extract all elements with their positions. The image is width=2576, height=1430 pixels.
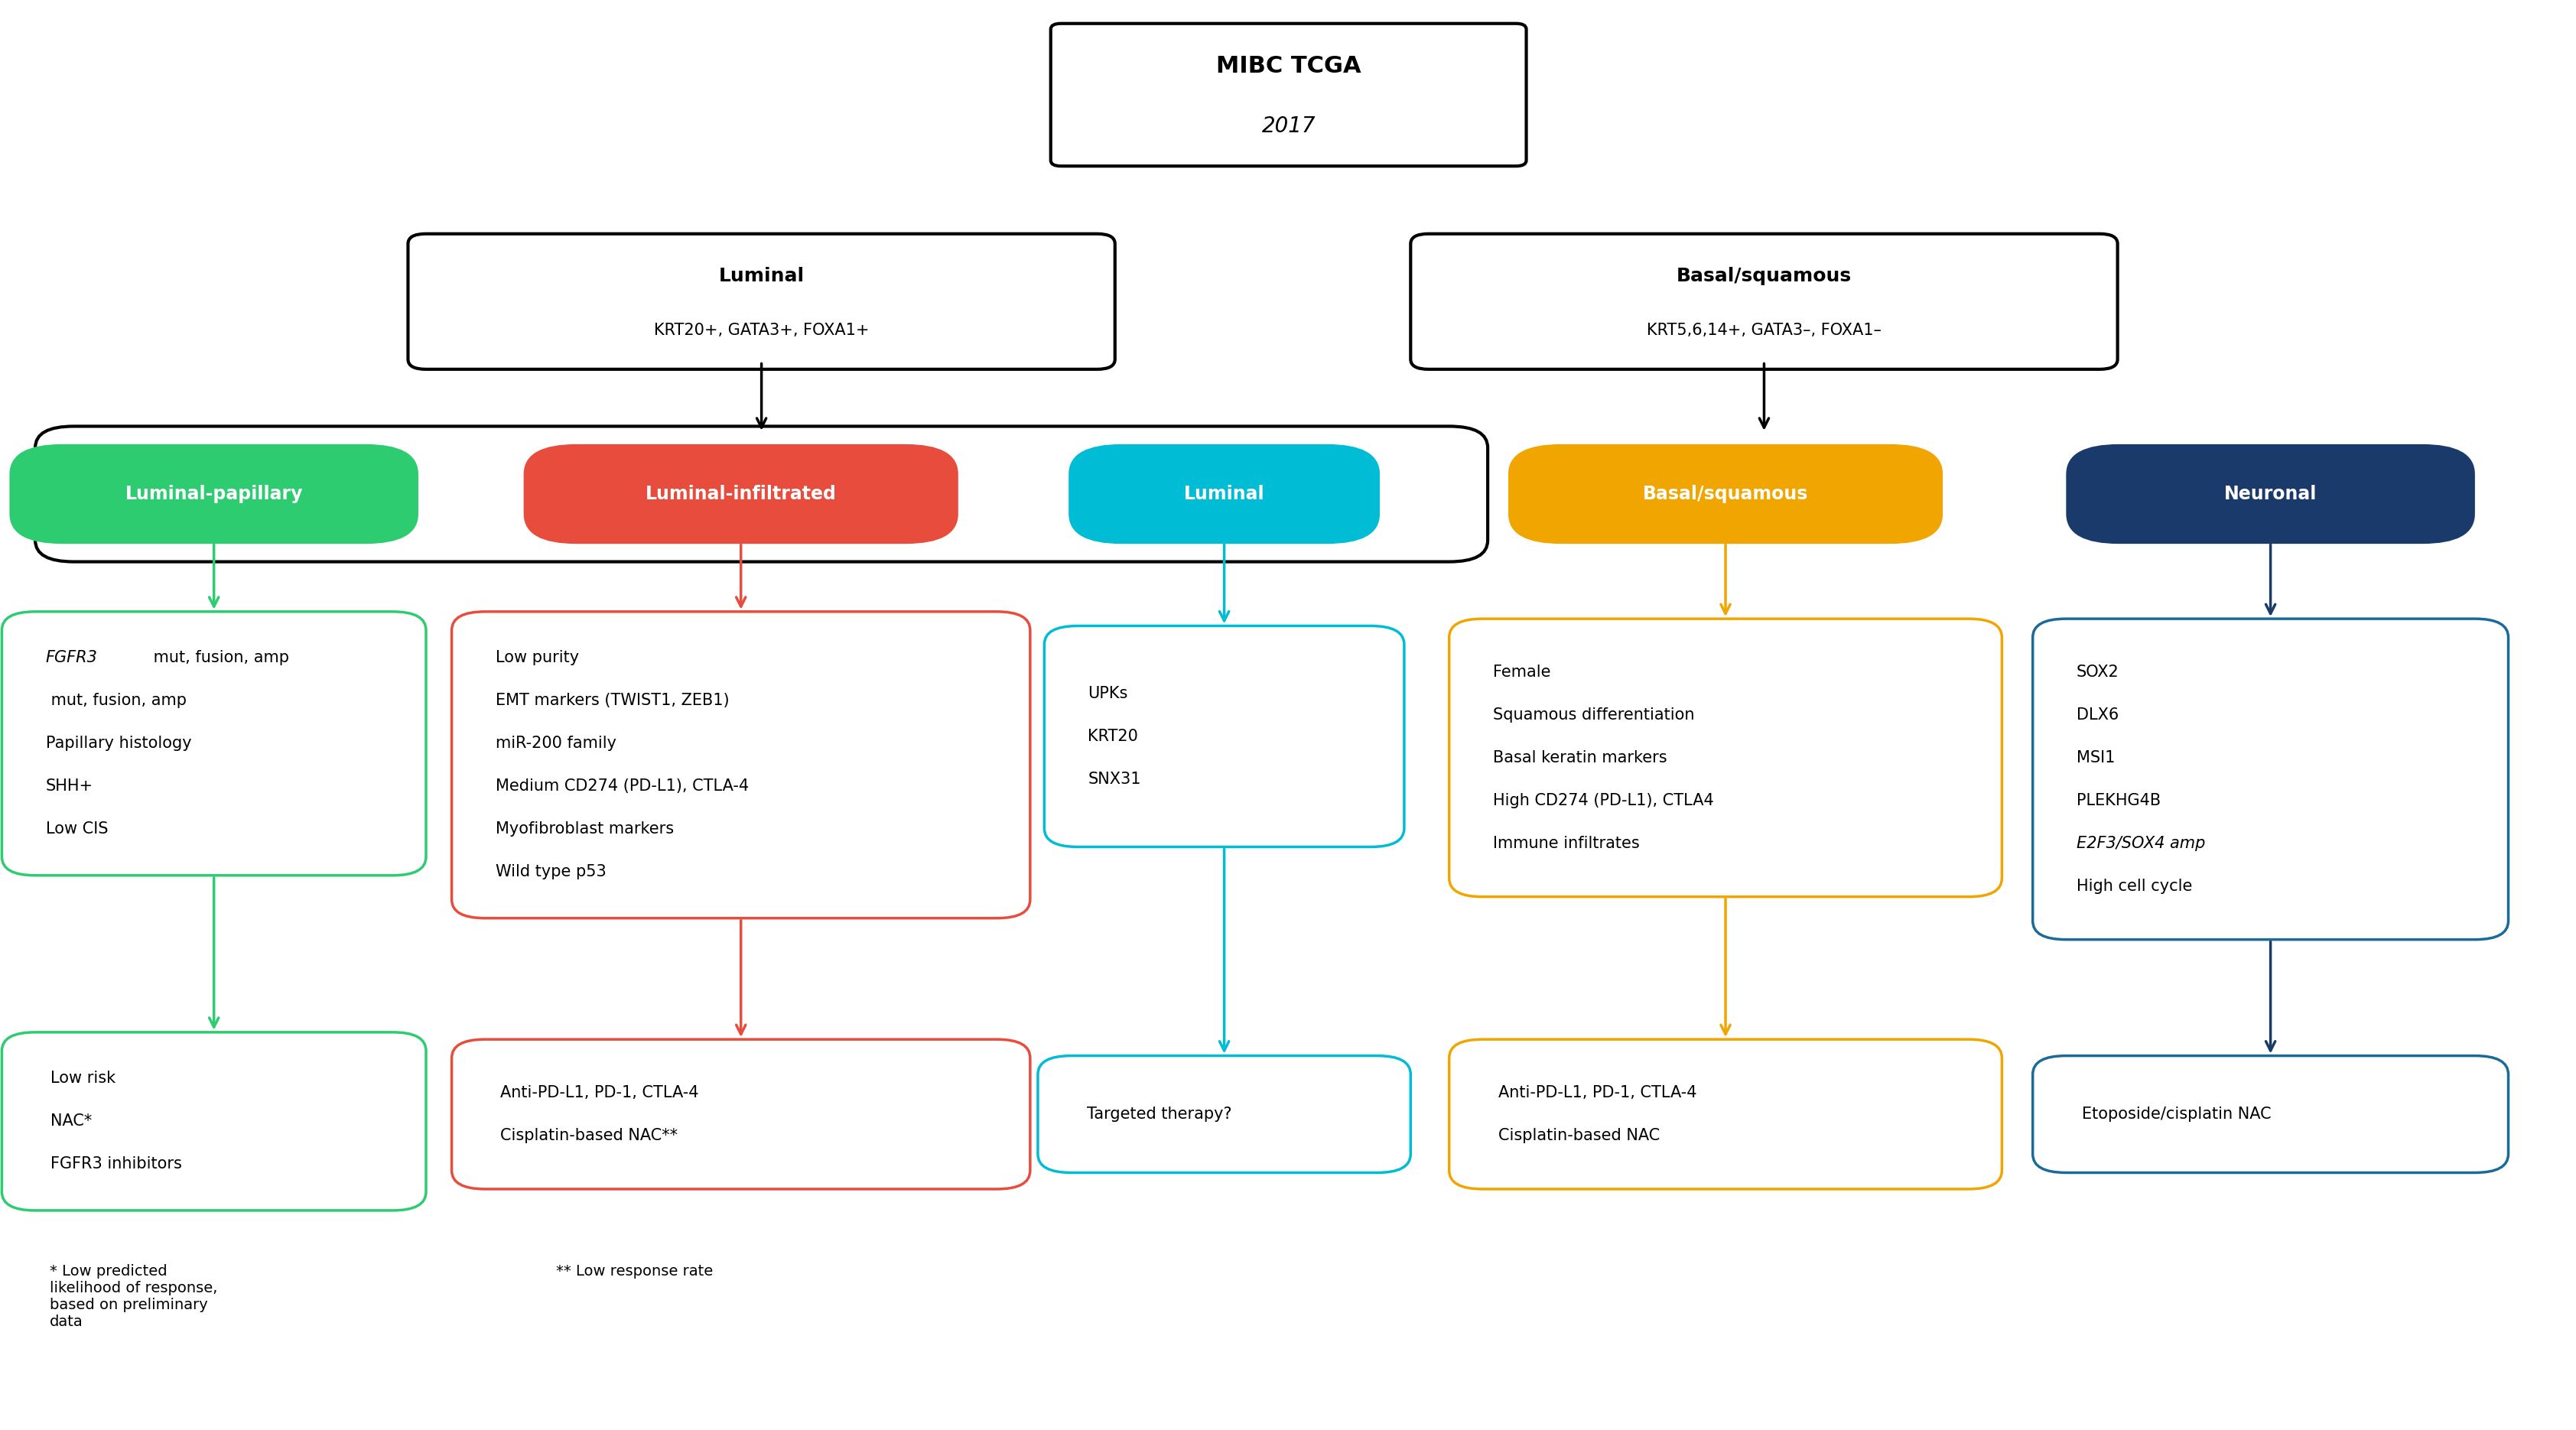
FancyBboxPatch shape <box>526 446 956 542</box>
FancyBboxPatch shape <box>451 612 1030 918</box>
Text: Squamous differentiation: Squamous differentiation <box>1494 708 1695 722</box>
Text: Myofibroblast markers: Myofibroblast markers <box>495 821 675 837</box>
Text: Neuronal: Neuronal <box>2223 485 2316 503</box>
Text: MIBC TCGA: MIBC TCGA <box>1216 56 1360 77</box>
Text: miR-200 family: miR-200 family <box>495 736 616 751</box>
Text: EMT markers (TWIST1, ZEB1): EMT markers (TWIST1, ZEB1) <box>495 694 729 708</box>
Text: Basal keratin markers: Basal keratin markers <box>1494 751 1667 765</box>
Text: SNX31: SNX31 <box>1087 772 1141 786</box>
Text: * Low predicted
likelihood of response,
based on preliminary
data: * Low predicted likelihood of response, … <box>49 1264 216 1328</box>
Text: Etoposide/cisplatin NAC: Etoposide/cisplatin NAC <box>2081 1107 2272 1123</box>
Text: KRT5,6,14+, GATA3–, FOXA1–: KRT5,6,14+, GATA3–, FOXA1– <box>1646 322 1880 337</box>
Text: NAC*: NAC* <box>52 1114 93 1130</box>
Text: mut, fusion, amp: mut, fusion, amp <box>149 651 289 665</box>
Text: Targeted therapy?: Targeted therapy? <box>1087 1107 1231 1123</box>
FancyBboxPatch shape <box>1069 446 1378 542</box>
Text: Luminal-infiltrated: Luminal-infiltrated <box>647 485 837 503</box>
Text: E2F3/SOX4 amp: E2F3/SOX4 amp <box>2076 835 2205 851</box>
FancyBboxPatch shape <box>2069 446 2473 542</box>
FancyBboxPatch shape <box>3 612 425 875</box>
FancyBboxPatch shape <box>2032 1055 2509 1173</box>
FancyBboxPatch shape <box>3 1032 425 1210</box>
Text: Cisplatin-based NAC: Cisplatin-based NAC <box>1499 1128 1659 1143</box>
FancyBboxPatch shape <box>1450 619 2002 897</box>
Text: Medium CD274 (PD-L1), CTLA-4: Medium CD274 (PD-L1), CTLA-4 <box>495 779 750 794</box>
FancyBboxPatch shape <box>1043 626 1404 847</box>
Text: Anti-PD-L1, PD-1, CTLA-4: Anti-PD-L1, PD-1, CTLA-4 <box>1499 1085 1698 1101</box>
Text: Basal/squamous: Basal/squamous <box>1643 485 1808 503</box>
Text: MSI1: MSI1 <box>2076 751 2115 765</box>
Text: Female: Female <box>1494 665 1551 679</box>
Text: DLX6: DLX6 <box>2076 708 2117 722</box>
Text: Immune infiltrates: Immune infiltrates <box>1494 835 1638 851</box>
Text: mut, fusion, amp: mut, fusion, amp <box>46 694 185 708</box>
Text: High cell cycle: High cell cycle <box>2076 878 2192 894</box>
FancyBboxPatch shape <box>407 235 1115 369</box>
FancyBboxPatch shape <box>1412 235 2117 369</box>
Text: 2017: 2017 <box>1262 116 1316 137</box>
Text: Luminal-papillary: Luminal-papillary <box>126 485 304 503</box>
Text: Cisplatin-based NAC**: Cisplatin-based NAC** <box>500 1128 677 1143</box>
Text: KRT20+, GATA3+, FOXA1+: KRT20+, GATA3+, FOXA1+ <box>654 322 868 337</box>
Text: PLEKHG4B: PLEKHG4B <box>2076 792 2161 808</box>
Text: UPKs: UPKs <box>1087 686 1128 701</box>
FancyBboxPatch shape <box>1450 1040 2002 1190</box>
Text: FGFR3 inhibitors: FGFR3 inhibitors <box>52 1157 183 1171</box>
Text: FGFR3: FGFR3 <box>46 651 98 665</box>
FancyBboxPatch shape <box>36 426 1489 562</box>
Text: Low risk: Low risk <box>52 1071 116 1087</box>
FancyBboxPatch shape <box>1051 23 1528 166</box>
Text: KRT20: KRT20 <box>1087 729 1139 744</box>
Text: Wild type p53: Wild type p53 <box>495 864 605 879</box>
Text: Basal/squamous: Basal/squamous <box>1677 266 1852 285</box>
Text: High CD274 (PD-L1), CTLA4: High CD274 (PD-L1), CTLA4 <box>1494 792 1713 808</box>
Text: Low CIS: Low CIS <box>46 821 108 837</box>
Text: Papillary histology: Papillary histology <box>46 736 191 751</box>
FancyBboxPatch shape <box>451 1040 1030 1190</box>
Text: SHH+: SHH+ <box>46 779 93 794</box>
Text: ** Low response rate: ** Low response rate <box>556 1264 714 1278</box>
Text: Luminal: Luminal <box>719 266 804 285</box>
Text: Low purity: Low purity <box>495 651 580 665</box>
FancyBboxPatch shape <box>1038 1055 1412 1173</box>
Text: Luminal: Luminal <box>1185 485 1265 503</box>
FancyBboxPatch shape <box>10 446 417 542</box>
Text: Anti-PD-L1, PD-1, CTLA-4: Anti-PD-L1, PD-1, CTLA-4 <box>500 1085 698 1101</box>
FancyBboxPatch shape <box>2032 619 2509 940</box>
Text: SOX2: SOX2 <box>2076 665 2120 679</box>
FancyBboxPatch shape <box>1510 446 1942 542</box>
